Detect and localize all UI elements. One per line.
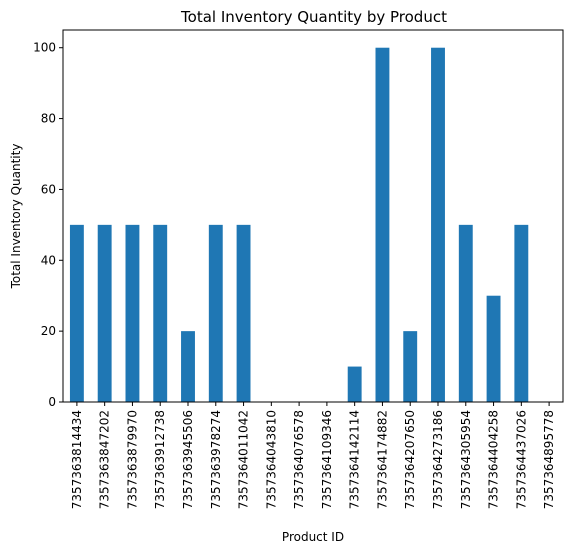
bar-7357363945506 — [181, 331, 195, 402]
y-tick-label: 80 — [41, 112, 56, 126]
x-axis-ticks: 7357363814434 7357363847202 7357363879970 7… — [70, 402, 556, 509]
y-tick-label: 20 — [41, 324, 56, 338]
x-tick-label: 7357363978274 — [209, 410, 223, 509]
bar-7357364437026 — [514, 224, 529, 402]
bar-7357363814434 — [69, 224, 84, 402]
x-tick-label: 7357363879970 — [125, 410, 139, 509]
bar-7357363978274 — [208, 224, 223, 402]
x-tick-label: 7357364207650 — [403, 410, 417, 509]
bar-7357363879970 — [125, 224, 140, 402]
bar-7357364207650 — [403, 331, 418, 402]
x-tick-label: 7357364142114 — [348, 410, 362, 509]
x-tick-label: 7357363814434 — [70, 410, 84, 509]
bar-7357364273186 — [431, 47, 445, 402]
chart-title: Total Inventory Quantity by Product — [180, 8, 447, 26]
y-tick-label: 40 — [41, 253, 56, 267]
plot-frame — [62, 29, 564, 403]
y-tick-label: 0 — [48, 395, 56, 409]
bar-7357364305954 — [458, 224, 473, 402]
bar-7357364011042 — [236, 224, 251, 402]
x-tick-label: 7357363847202 — [98, 410, 112, 509]
bar-7357363912738 — [153, 224, 168, 402]
x-tick-label: 7357364273186 — [431, 410, 445, 509]
x-tick-label: 7357364076578 — [292, 410, 306, 509]
y-axis-ticks: 0 20 40 60 80 100 — [33, 41, 63, 409]
x-axis-label: Product ID — [282, 530, 344, 544]
y-tick-label: 60 — [41, 182, 56, 196]
x-tick-label: 7357364895778 — [542, 410, 556, 509]
x-tick-label: 7357364109346 — [320, 410, 334, 509]
bar-7357363847202 — [97, 224, 112, 402]
x-tick-label: 7357364043810 — [264, 410, 278, 509]
y-tick-label: 100 — [33, 41, 56, 55]
bar-7357364404258 — [486, 295, 501, 402]
x-tick-label: 7357364437026 — [514, 410, 528, 509]
x-tick-label: 7357364404258 — [487, 410, 501, 509]
x-tick-label: 7357364174882 — [375, 410, 389, 509]
x-tick-label: 7357364305954 — [459, 410, 473, 509]
x-tick-label: 7357363945506 — [181, 410, 195, 509]
bar-7357364142114 — [347, 366, 362, 402]
bars-group — [69, 47, 529, 402]
x-tick-label: 7357364011042 — [237, 410, 251, 509]
bar-7357364174882 — [375, 47, 390, 402]
x-tick-label: 7357363912738 — [153, 410, 167, 509]
y-axis-label: Total Inventory Quantity — [9, 144, 23, 290]
